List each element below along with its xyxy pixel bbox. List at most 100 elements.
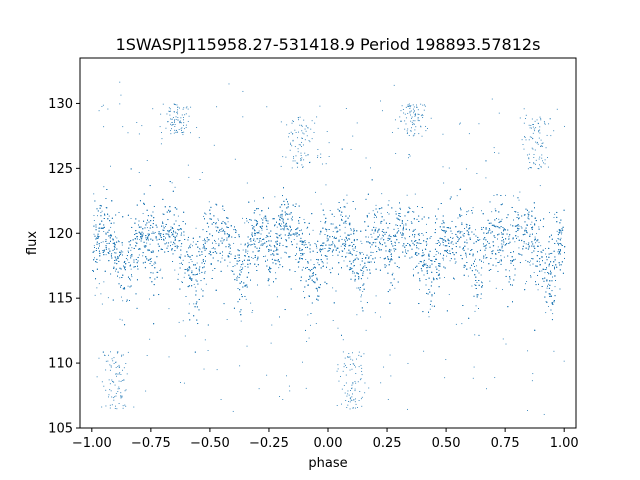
data-point: [344, 226, 346, 228]
data-point: [513, 264, 515, 266]
data-point: [500, 231, 502, 233]
data-point: [557, 251, 559, 253]
chart-title: 1SWASPJ115958.27-531418.9 Period 198893.…: [116, 35, 541, 54]
data-point: [418, 233, 420, 235]
data-point: [227, 256, 229, 258]
data-point: [346, 202, 348, 204]
data-point: [360, 240, 362, 242]
data-point: [548, 263, 550, 265]
data-point: [100, 242, 102, 243]
data-point: [274, 272, 276, 274]
data-point: [457, 217, 459, 219]
data-point: [528, 247, 530, 249]
data-point: [179, 228, 181, 230]
data-point: [373, 241, 375, 243]
data-point: [329, 244, 331, 246]
data-point: [517, 236, 519, 238]
data-point: [220, 230, 222, 232]
data-point: [340, 245, 342, 247]
data-point: [518, 199, 520, 201]
data-point: [396, 232, 398, 234]
data-point: [545, 248, 546, 249]
data-point: [148, 234, 150, 236]
data-point: [233, 229, 235, 231]
data-point: [375, 227, 377, 229]
data-point: [380, 223, 382, 224]
data-point: [221, 257, 223, 259]
data-point: [561, 232, 563, 234]
data-point: [398, 213, 400, 215]
data-point: [115, 270, 116, 272]
data-point: [378, 247, 379, 249]
data-point: [551, 252, 553, 254]
data-point: [483, 261, 484, 263]
data-point: [346, 252, 348, 254]
data-point: [442, 259, 444, 261]
data-point: [127, 250, 129, 252]
data-point: [229, 251, 231, 253]
data-point: [119, 318, 121, 320]
data-point: [461, 214, 463, 216]
data-point: [111, 253, 113, 254]
data-point: [265, 255, 267, 257]
data-point: [199, 272, 201, 274]
data-point: [530, 275, 531, 276]
data-point: [510, 224, 512, 226]
data-point: [320, 220, 322, 222]
data-point: [392, 272, 394, 274]
data-point: [248, 222, 249, 224]
data-point: [162, 225, 164, 227]
data-point: [514, 211, 516, 212]
data-point: [538, 245, 539, 247]
data-point: [410, 221, 412, 223]
data-point: [452, 243, 454, 245]
data-point: [375, 242, 377, 244]
data-point: [341, 250, 343, 252]
data-point: [481, 282, 483, 284]
data-point: [326, 240, 328, 242]
data-points: [92, 81, 566, 415]
data-point: [411, 211, 413, 213]
data-point: [379, 257, 381, 259]
data-point: [431, 305, 433, 307]
data-point: [315, 244, 317, 246]
data-point: [367, 236, 369, 238]
data-point: [449, 250, 451, 252]
data-point: [320, 203, 322, 205]
data-point: [361, 252, 363, 253]
data-point: [116, 257, 118, 259]
data-point: [495, 265, 497, 267]
data-point: [531, 221, 533, 223]
data-point: [155, 262, 157, 264]
data-point: [382, 234, 383, 236]
data-point: [352, 272, 354, 274]
data-point: [215, 242, 217, 244]
data-point: [466, 239, 468, 241]
data-point: [474, 284, 476, 286]
data-point: [536, 233, 537, 235]
data-point: [265, 237, 267, 238]
data-point: [179, 263, 181, 264]
data-point: [422, 234, 424, 236]
data-point: [234, 265, 236, 267]
data-point: [467, 275, 469, 277]
data-point: [306, 266, 308, 268]
data-point: [217, 218, 219, 220]
data-point: [127, 259, 129, 261]
data-point: [93, 233, 95, 235]
data-point: [299, 248, 301, 250]
data-point: [422, 264, 424, 266]
data-point: [322, 262, 324, 264]
data-point: [215, 222, 217, 223]
data-point: [442, 241, 443, 243]
data-point: [502, 243, 504, 245]
data-point: [183, 276, 185, 278]
data-point: [222, 208, 224, 210]
data-point: [276, 226, 278, 228]
data-point: [206, 241, 208, 243]
data-point: [307, 268, 309, 270]
data-point: [558, 238, 560, 240]
data-point: [452, 237, 454, 239]
data-point: [277, 249, 279, 251]
data-point: [304, 242, 306, 244]
